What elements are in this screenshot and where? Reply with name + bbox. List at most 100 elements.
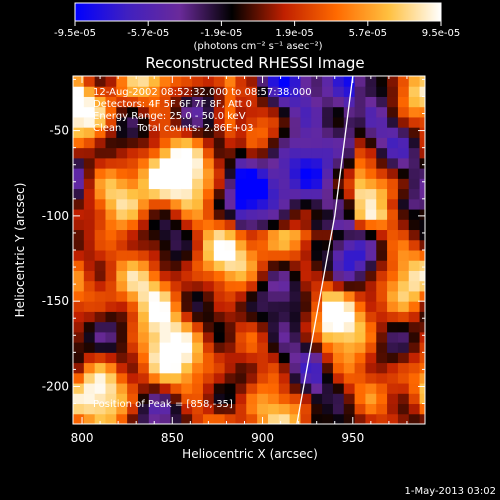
heatmap-cell xyxy=(202,219,215,231)
heatmap-cell xyxy=(278,311,291,323)
heatmap-cell xyxy=(159,270,171,282)
heatmap-cell xyxy=(387,260,399,271)
heatmap-cell xyxy=(278,403,291,415)
heatmap-cell xyxy=(376,342,388,353)
heatmap-cell xyxy=(170,250,182,261)
heatmap-cell xyxy=(289,86,301,97)
heatmap-cell xyxy=(332,301,345,312)
heatmap-cell xyxy=(181,147,193,159)
heatmap-cell xyxy=(159,188,171,200)
heatmap-cell xyxy=(365,229,377,241)
heatmap-cell xyxy=(159,198,171,210)
heatmap-cell xyxy=(267,331,280,343)
heatmap-cell xyxy=(397,127,410,138)
heatmap-cell xyxy=(408,352,421,364)
heatmap-cell xyxy=(246,362,258,374)
heatmap-cell xyxy=(408,250,421,261)
heatmap-cell xyxy=(116,403,128,415)
heatmap-cell xyxy=(170,229,182,241)
plot-area: 12-Aug-2002 08:52:32.000 to 08:57:38.000… xyxy=(42,75,426,445)
heatmap-cell xyxy=(300,403,312,415)
heatmap-cell xyxy=(127,383,139,394)
heatmap-cell xyxy=(213,106,226,118)
heatmap-cell xyxy=(397,137,410,149)
x-tick-label: 950 xyxy=(341,431,364,445)
heatmap-cell xyxy=(376,188,388,200)
heatmap-cell xyxy=(170,106,182,118)
heatmap-cell xyxy=(376,239,388,251)
heatmap-cell xyxy=(137,96,150,108)
heatmap-cell xyxy=(332,239,345,251)
heatmap-cell xyxy=(397,352,410,364)
heatmap-cell xyxy=(246,352,258,364)
heatmap-cell xyxy=(202,372,215,384)
heatmap-cell xyxy=(213,178,226,190)
heatmap-cell xyxy=(365,127,377,138)
heatmap-cell xyxy=(365,116,377,128)
heatmap-cell xyxy=(202,403,215,415)
heatmap-cell xyxy=(343,393,356,405)
heatmap-cell xyxy=(408,331,421,343)
heatmap-cell xyxy=(332,270,345,282)
heatmap-cell xyxy=(278,168,291,179)
heatmap-cell xyxy=(343,342,356,353)
heatmap-cell xyxy=(397,270,410,282)
heatmap-cell xyxy=(159,137,171,149)
heatmap-cell xyxy=(83,301,96,312)
heatmap-cell xyxy=(278,188,291,200)
heatmap-cell xyxy=(235,321,247,333)
heatmap-cell xyxy=(181,86,193,97)
y-tick-label: -150 xyxy=(42,294,69,308)
heatmap-cell xyxy=(300,260,312,271)
heatmap-cell xyxy=(311,403,323,415)
heatmap-cell xyxy=(257,342,269,353)
heatmap-cell xyxy=(148,280,161,292)
heatmap-cell xyxy=(311,157,323,169)
heatmap-cell xyxy=(246,301,258,312)
heatmap-cell xyxy=(94,127,106,138)
heatmap-cell xyxy=(311,342,323,353)
heatmap-cell xyxy=(311,331,323,343)
heatmap-cell xyxy=(419,280,425,292)
heatmap-cell xyxy=(365,413,377,424)
heatmap-cell xyxy=(311,229,323,241)
heatmap-cell xyxy=(343,219,356,231)
heatmap-cell xyxy=(311,76,323,87)
heatmap-cell xyxy=(332,188,345,200)
heatmap-cell xyxy=(289,147,301,159)
heatmap-cell xyxy=(127,157,139,169)
heatmap-cell xyxy=(181,352,193,364)
heatmap-cell xyxy=(148,270,161,282)
heatmap-cell xyxy=(376,86,388,97)
heatmap-cell xyxy=(192,260,204,271)
heatmap-cell xyxy=(181,137,193,149)
heatmap-cell xyxy=(159,403,171,415)
heatmap-cell xyxy=(181,403,193,415)
heatmap-cell xyxy=(246,168,258,179)
heatmap-cell xyxy=(354,321,366,333)
heatmap-cell xyxy=(94,198,106,210)
heatmap-cell xyxy=(343,188,356,200)
heatmap-cell xyxy=(376,219,388,231)
heatmap-cell xyxy=(397,342,410,353)
heatmap-cell xyxy=(116,147,128,159)
heatmap-cell xyxy=(376,157,388,169)
heatmap-cell xyxy=(267,157,280,169)
heatmap-cell xyxy=(224,209,236,220)
heatmap-cell xyxy=(267,76,280,87)
heatmap-cell xyxy=(289,250,301,261)
heatmap-cell xyxy=(83,137,96,149)
heatmap-cell xyxy=(419,413,425,424)
heatmap-cell xyxy=(408,393,421,405)
heatmap-cell xyxy=(116,393,128,405)
heatmap-cell xyxy=(397,372,410,384)
heatmap-cell xyxy=(289,209,301,220)
heatmap-cell xyxy=(105,157,117,169)
heatmap-cell xyxy=(181,311,193,323)
heatmap-cell xyxy=(213,290,226,302)
heatmap-cell xyxy=(127,106,139,118)
heatmap-cell xyxy=(213,280,226,292)
heatmap-cell xyxy=(94,260,106,271)
heatmap-cell xyxy=(397,280,410,292)
heatmap-cell xyxy=(278,250,291,261)
